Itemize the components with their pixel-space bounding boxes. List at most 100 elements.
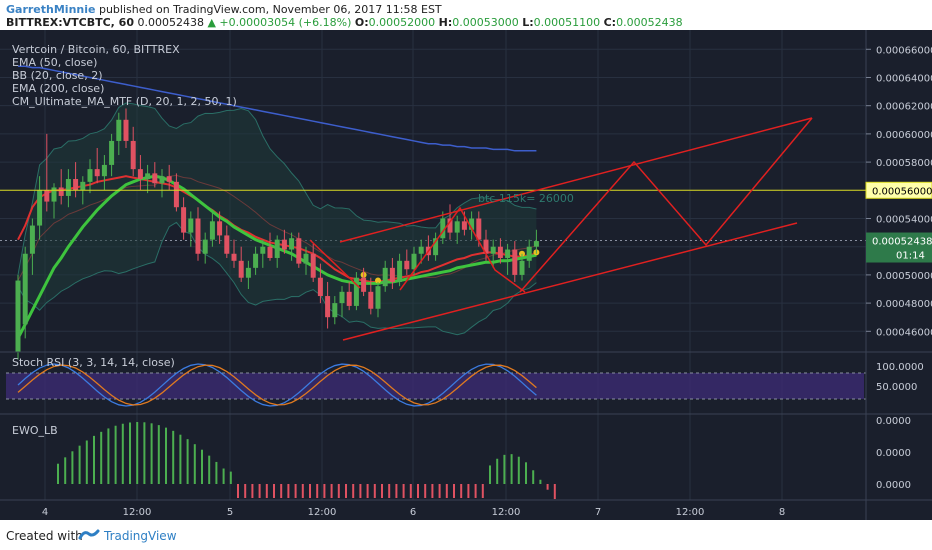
ewo-label[interactable]: EWO_LB: [12, 424, 58, 437]
last-price-label: 0.00052438: [872, 237, 932, 248]
ewo-bar: [294, 484, 297, 498]
candle-body: [476, 218, 482, 240]
ewo-bar: [280, 484, 283, 498]
open-label: O:: [354, 16, 369, 29]
bb-basis: [17, 174, 537, 281]
candle-body: [505, 249, 511, 258]
candle-body: [497, 246, 503, 258]
candle-body: [519, 260, 525, 275]
ewo-bar: [309, 484, 311, 498]
ewo-bar: [345, 484, 347, 498]
candle-body: [303, 253, 309, 264]
ewo-bar: [503, 454, 506, 484]
legend-ema50[interactable]: EMA (50, close): [12, 56, 97, 69]
candle-body: [411, 253, 417, 270]
candle-body: [346, 291, 352, 306]
time-axis[interactable]: 4 12:00 5 12:00 6 12:00 7 12:00 8: [42, 507, 785, 518]
candle-body: [116, 119, 122, 141]
chart-area[interactable]: 0.00066000 0.00064000 0.00062000 0.00060000…: [0, 30, 932, 520]
candle-body: [418, 246, 424, 254]
candle-body: [490, 246, 496, 254]
ewo-bar: [431, 484, 434, 498]
candle-body: [375, 286, 381, 309]
candle-body: [296, 238, 302, 264]
candle-body: [274, 239, 280, 258]
trend-drawings[interactable]: [0, 117, 866, 341]
ewo-bar: [100, 431, 103, 484]
candle-body: [253, 253, 259, 268]
ewo-bar: [229, 471, 232, 484]
author-link[interactable]: GarrethMinnie: [6, 3, 96, 16]
ewo-bar: [64, 457, 67, 484]
chart-svg[interactable]: 0.00066000 0.00064000 0.00062000 0.00060000…: [0, 30, 932, 520]
price-tick-label: 0.00048000: [876, 299, 932, 310]
candle-body: [159, 176, 165, 184]
ewo-bar: [438, 484, 441, 498]
candle-body: [404, 260, 410, 270]
time-tick-label: 12:00: [123, 507, 152, 518]
ewo-bar: [85, 440, 88, 484]
candle-body: [260, 246, 266, 254]
ewo-bar: [201, 449, 203, 484]
price-tick-label: 0.00066000: [876, 45, 932, 56]
up-arrow-icon: ▲: [207, 16, 216, 29]
stoch-tick-label: 100.0000: [876, 362, 924, 373]
ewo-bar: [143, 422, 146, 484]
ewo-bar: [301, 484, 304, 498]
candle-body: [44, 190, 50, 202]
candle-body: [130, 140, 136, 170]
tradingview-brand[interactable]: TradingView: [104, 529, 177, 543]
ewo-bar: [402, 484, 405, 498]
ewo-bar: [510, 454, 513, 484]
ewo-bar: [107, 428, 110, 484]
publish-line: GarrethMinnie published on TradingView.c…: [6, 3, 442, 16]
trend-line[interactable]: [342, 222, 798, 341]
price-change: +0.00003054 (+6.18%): [219, 16, 352, 29]
trend-line[interactable]: [399, 206, 526, 293]
series-line: [18, 65, 537, 152]
candle-body: [195, 218, 201, 254]
price-axis[interactable]: 0.00066000 0.00064000 0.00062000 0.00060000…: [865, 45, 932, 491]
candle-body: [87, 169, 93, 182]
candle-body: [188, 218, 194, 233]
ewo-bar: [237, 484, 239, 498]
ewo-tick-label: 0.0000: [876, 416, 911, 427]
candle-body: [289, 238, 295, 250]
stoch-d-line: [17, 364, 537, 406]
high-value: 0.00053000: [452, 16, 519, 29]
legend-ema200[interactable]: EMA (200, close): [12, 82, 104, 95]
price-tick-label: 0.00062000: [876, 102, 932, 113]
ewo-bar: [193, 444, 196, 484]
time-tick-label: 12:00: [308, 507, 337, 518]
legend-bb[interactable]: BB (20, close, 2): [12, 69, 103, 82]
stoch-rsi-label[interactable]: Stoch RSI (3, 3, 14, 14, close): [12, 356, 175, 369]
ewo-bar: [251, 484, 254, 498]
candle-body: [65, 179, 71, 196]
ewo-bar: [172, 430, 175, 484]
trend-line[interactable]: [339, 117, 813, 243]
time-tick-label: 5: [227, 507, 233, 518]
level-badge: [865, 181, 932, 199]
candle-body: [173, 181, 179, 208]
ma-cross-dot: [375, 277, 381, 284]
level-badge-label: 0.00056000: [872, 186, 932, 197]
ewo-bar: [121, 423, 124, 484]
candle-body: [181, 207, 187, 233]
ewo-bar: [460, 484, 463, 498]
price-tick-label: 0.00058000: [876, 158, 932, 169]
candle-body: [73, 179, 79, 191]
legend-cm-ma[interactable]: CM_Ultimate_MA_MTF (D, 20, 1, 2, 50, 1): [12, 95, 237, 108]
ewo-bar: [208, 455, 211, 484]
trend-line[interactable]: [519, 117, 813, 293]
ewo-tick-label: 0.0000: [876, 448, 911, 459]
price-tick-label: 0.00064000: [876, 73, 932, 84]
trend-line[interactable]: [309, 239, 361, 289]
ewo-bar: [388, 484, 391, 498]
ewo-bar: [337, 484, 340, 498]
candle-body: [217, 221, 223, 236]
bb-lower: [17, 221, 537, 336]
candle-body: [310, 253, 316, 278]
price-tick-label: 0.00050000: [876, 271, 932, 282]
candle-body: [512, 249, 518, 275]
btc-annotation[interactable]: btc 115k= 26000: [478, 192, 574, 205]
